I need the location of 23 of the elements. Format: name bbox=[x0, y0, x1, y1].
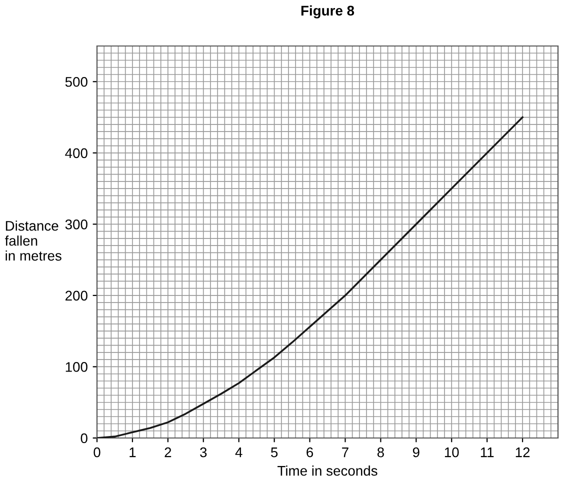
x-tick-label: 5 bbox=[271, 448, 278, 458]
chart-title: Figure 8 bbox=[301, 5, 354, 18]
x-tick-label: 7 bbox=[342, 448, 348, 458]
line-series bbox=[97, 116, 524, 438]
y-axis-title: Distance fallen in metres bbox=[4, 220, 62, 261]
y-tick-label: 0 bbox=[80, 433, 88, 444]
x-tick-label: 3 bbox=[200, 447, 207, 458]
x-tick-label: 11 bbox=[480, 448, 494, 458]
y-tick-label: 100 bbox=[66, 362, 88, 372]
x-tick-label: 10 bbox=[444, 447, 459, 458]
x-axis-title: Time in seconds bbox=[278, 466, 378, 476]
x-tick-label: 6 bbox=[306, 447, 314, 458]
y-tick-label: 200 bbox=[66, 290, 88, 301]
x-tick-label: 12 bbox=[516, 447, 530, 458]
y-tick-label: 400 bbox=[65, 148, 88, 158]
y-tick-label: 500 bbox=[65, 76, 88, 87]
x-tick-label: 2 bbox=[164, 447, 172, 458]
x-tick-label: 0 bbox=[94, 447, 100, 458]
y-tick-label: 300 bbox=[65, 220, 88, 230]
x-tick-label: 4 bbox=[235, 448, 242, 458]
x-tick-label: 1 bbox=[130, 448, 136, 458]
x-tick-label: 8 bbox=[377, 447, 384, 458]
x-tick-label: 9 bbox=[412, 447, 420, 458]
